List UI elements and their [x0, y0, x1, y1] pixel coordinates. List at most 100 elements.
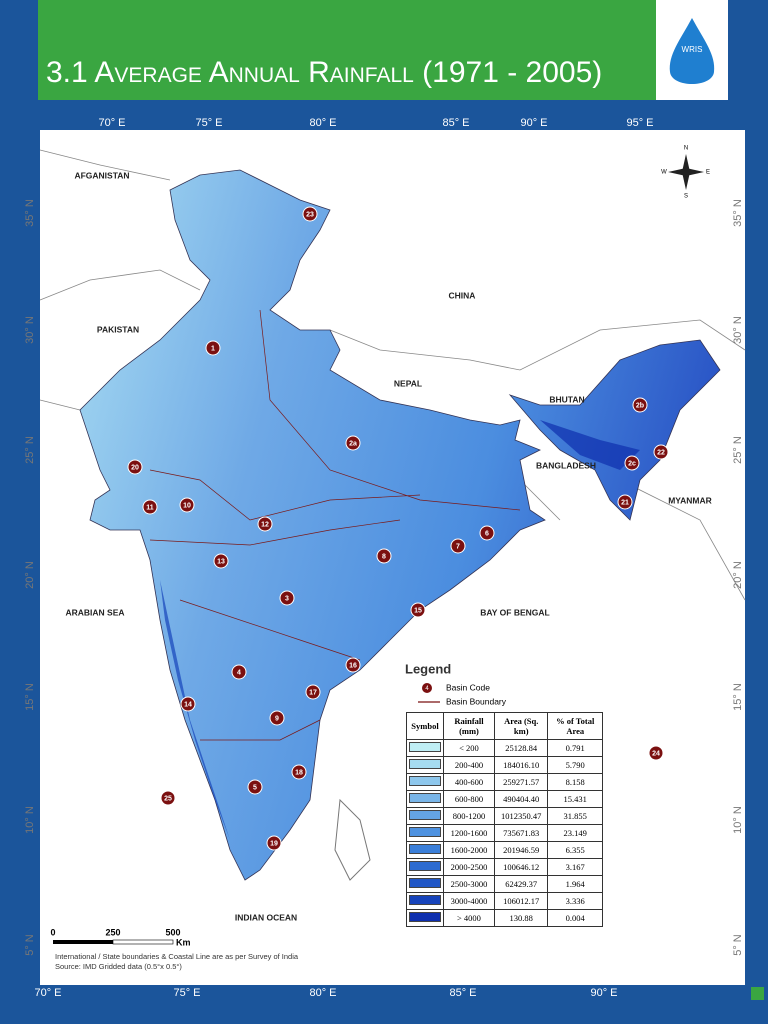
place-label: BHUTAN [549, 394, 584, 404]
basin-marker [376, 548, 392, 564]
basin-marker [291, 764, 307, 780]
basin-code: 13 [217, 558, 225, 565]
color-swatch [409, 878, 441, 888]
basin-marker [345, 657, 361, 673]
legend-row: 1600-2000 201946.59 6.355 [406, 841, 603, 859]
compass-letter: W [661, 170, 667, 176]
basin-code: 8 [382, 553, 386, 560]
basin-code: 18 [295, 769, 303, 776]
compass-letter: E [706, 170, 710, 176]
longitude-label: 75° E [195, 117, 222, 129]
symbol-cell [406, 858, 444, 876]
corner-square [751, 987, 764, 1000]
basin-code: 10 [183, 502, 191, 509]
longitude-label: 85° E [449, 987, 476, 999]
basin-marker [450, 538, 466, 554]
basin-marker [180, 696, 196, 712]
basin-code: 16 [349, 662, 357, 669]
compass-letter: N [684, 146, 688, 152]
latitude-label: 30° N [732, 316, 744, 344]
basin-marker [205, 340, 221, 356]
legend-cell: 400-600 [443, 773, 495, 791]
legend-table: Symbol Rainfall (mm) Area (Sq. km)% of Tot… [406, 712, 603, 927]
legend-cell: 259271.57 [493, 773, 549, 791]
latitude-label: 5° N [24, 934, 36, 956]
legend-cell: 200-400 [443, 756, 495, 774]
latitude-label: 10° N [24, 806, 36, 834]
place-label: BAY OF BENGAL [480, 607, 549, 617]
basin-code: 15 [414, 607, 422, 614]
basin-code: 20 [131, 464, 139, 471]
legend-row: 2500-3000 62429.37 1.964 [406, 875, 603, 893]
latitude-label: 15° N [24, 683, 36, 711]
logo-text: WRIS [682, 45, 703, 54]
latitude-label: 25° N [24, 436, 36, 464]
legend-cell: 1600-2000 [443, 841, 495, 859]
symbol-cell [406, 841, 444, 859]
header-bar [38, 0, 728, 100]
latitude-label: 20° N [732, 561, 744, 589]
legend-cell: 23.149 [547, 824, 603, 842]
legend-cell: 130.88 [493, 909, 549, 927]
legend-row: > 4000 130.88 0.004 [406, 909, 603, 927]
legend-cell: 800-1200 [443, 807, 495, 825]
place-label: CHINA [449, 290, 476, 300]
place-label: MYANMAR [668, 495, 712, 505]
legend-cell: 1200-1600 [443, 824, 495, 842]
basin-marker [302, 206, 318, 222]
legend-cell: 6.355 [547, 841, 603, 859]
legend-cell: 600-800 [443, 790, 495, 808]
legend-cell: 62429.37 [493, 875, 549, 893]
color-swatch [409, 742, 441, 752]
legend-row: 200-400 184016.10 5.790 [406, 756, 603, 774]
legend-row: 400-600 259271.57 8.158 [406, 773, 603, 791]
legend-cell: 8.158 [547, 773, 603, 791]
scale-tick: 250 [105, 927, 120, 937]
basin-code: 6 [485, 530, 489, 537]
legend-cell: 3000-4000 [443, 892, 495, 910]
basin-marker [305, 684, 321, 700]
basin-boundaries [149, 309, 521, 741]
note: Source: IMD Gridded data (0.5°x 0.5°) [55, 962, 182, 971]
longitude-label: 85° E [442, 117, 469, 129]
legend-row: 600-800 490404.40 15.431 [406, 790, 603, 808]
legend-marker-code: 4 [425, 686, 429, 692]
legend-row: 1200-1600 735671.83 23.149 [406, 824, 603, 842]
column-header: Symbol [406, 712, 444, 740]
legend-cell: 1.964 [547, 875, 603, 893]
basin-marker [127, 459, 143, 475]
basin-marker [632, 397, 648, 413]
basin-code: 21 [621, 499, 629, 506]
legend-label: Basin Code [446, 682, 490, 692]
latitude-label: 10° N [732, 806, 744, 834]
longitude-label: 90° E [520, 117, 547, 129]
longitude-label: 70° E [98, 117, 125, 129]
basin-code: 2a [349, 440, 357, 447]
basin-code: 19 [270, 840, 278, 847]
basin-marker [247, 779, 263, 795]
scale-tick: 0 [50, 927, 55, 937]
basin-code: 1 [211, 345, 215, 352]
basin-code: 24 [652, 750, 660, 757]
latitude-label: 25° N [732, 436, 744, 464]
legend-cell: 0.791 [547, 739, 603, 757]
legend-row: 2000-2500 100646.12 3.167 [406, 858, 603, 876]
legend-row: 800-1200 1012350.47 31.855 [406, 807, 603, 825]
legend-cell: 184016.10 [493, 756, 549, 774]
scale-bar [53, 939, 174, 945]
basin-marker [624, 455, 640, 471]
longitude-label: 95° E [626, 117, 653, 129]
latitude-label: 20° N [24, 561, 36, 589]
legend-cell: 106012.17 [493, 892, 549, 910]
color-swatch [409, 793, 441, 803]
basin-marker [653, 444, 669, 460]
legend-cell: 490404.40 [493, 790, 549, 808]
northeast-high [540, 420, 640, 470]
compass: N E S W [661, 146, 710, 200]
basin-marker [266, 835, 282, 851]
basin-marker [617, 494, 633, 510]
basin-code: 4 [237, 669, 241, 676]
basin-code: 14 [184, 701, 192, 708]
place-label: PAKISTAN [97, 324, 139, 334]
